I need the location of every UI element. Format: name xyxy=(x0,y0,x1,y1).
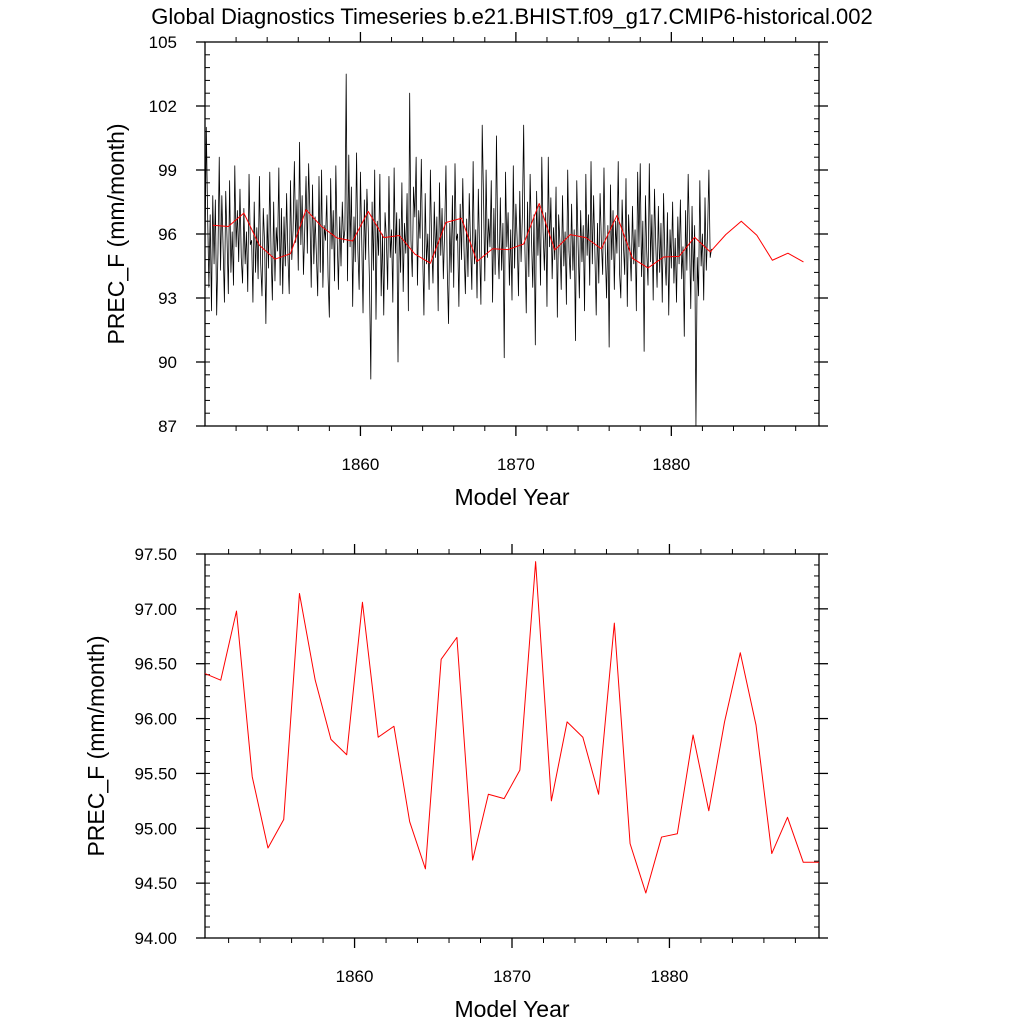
bottom-y-tick-label: 94.50 xyxy=(134,874,177,893)
bottom-x-axis-label: Model Year xyxy=(454,996,569,1022)
bottom-y-tick-label: 95.00 xyxy=(134,819,177,838)
bottom-plot-frame xyxy=(204,553,820,939)
bottom-x-tick-label: 1870 xyxy=(493,967,531,986)
top-ticks: 87 90 93 96 99 102 105 1860 1870 1880 xyxy=(149,32,828,474)
bottom-y-tick-label: 95.50 xyxy=(134,764,177,783)
bottom-y-tick-label: 96.00 xyxy=(134,710,177,729)
bottom-series-annual-line xyxy=(204,561,819,894)
bottom-x-tick-label: 1880 xyxy=(651,967,689,986)
top-x-tick-label: 1870 xyxy=(497,455,535,474)
bottom-y-tick-label: 96.50 xyxy=(134,655,177,674)
top-y-tick-label: 90 xyxy=(158,353,177,372)
top-y-tick-label: 93 xyxy=(158,289,177,308)
top-series xyxy=(204,73,804,427)
top-x-tick-label: 1880 xyxy=(652,455,690,474)
top-series-annual-line xyxy=(212,202,804,269)
bottom-ticks: 94.00 94.50 95.00 95.50 96.00 96.50 97.00 97.50… xyxy=(134,544,828,986)
bottom-y-tick-label: 97.00 xyxy=(134,600,177,619)
top-series-monthly-line xyxy=(204,73,712,427)
bottom-series xyxy=(204,561,819,894)
top-y-tick-label: 96 xyxy=(158,225,177,244)
bottom-panel: 94.00 94.50 95.00 95.50 96.00 96.50 97.00 97.50… xyxy=(83,544,828,1022)
bottom-plot-area xyxy=(204,553,820,939)
top-y-tick-label: 99 xyxy=(158,161,177,180)
top-y-tick-label: 105 xyxy=(149,33,177,52)
bottom-minor-ticks xyxy=(205,549,819,943)
bottom-x-tick-label: 1860 xyxy=(336,967,374,986)
top-x-tick-label: 1860 xyxy=(342,455,380,474)
top-y-tick-label: 102 xyxy=(149,97,177,116)
bottom-y-tick-label: 97.50 xyxy=(134,545,177,564)
top-y-tick-label: 87 xyxy=(158,417,177,436)
top-x-axis-label: Model Year xyxy=(454,484,569,510)
bottom-y-axis-label: PREC_F (mm/month) xyxy=(83,635,109,856)
top-y-axis-label: PREC_F (mm/month) xyxy=(103,123,129,344)
chart-title: Global Diagnostics Timeseries b.e21.BHIS… xyxy=(151,4,872,29)
bottom-y-tick-label: 94.00 xyxy=(134,929,177,948)
